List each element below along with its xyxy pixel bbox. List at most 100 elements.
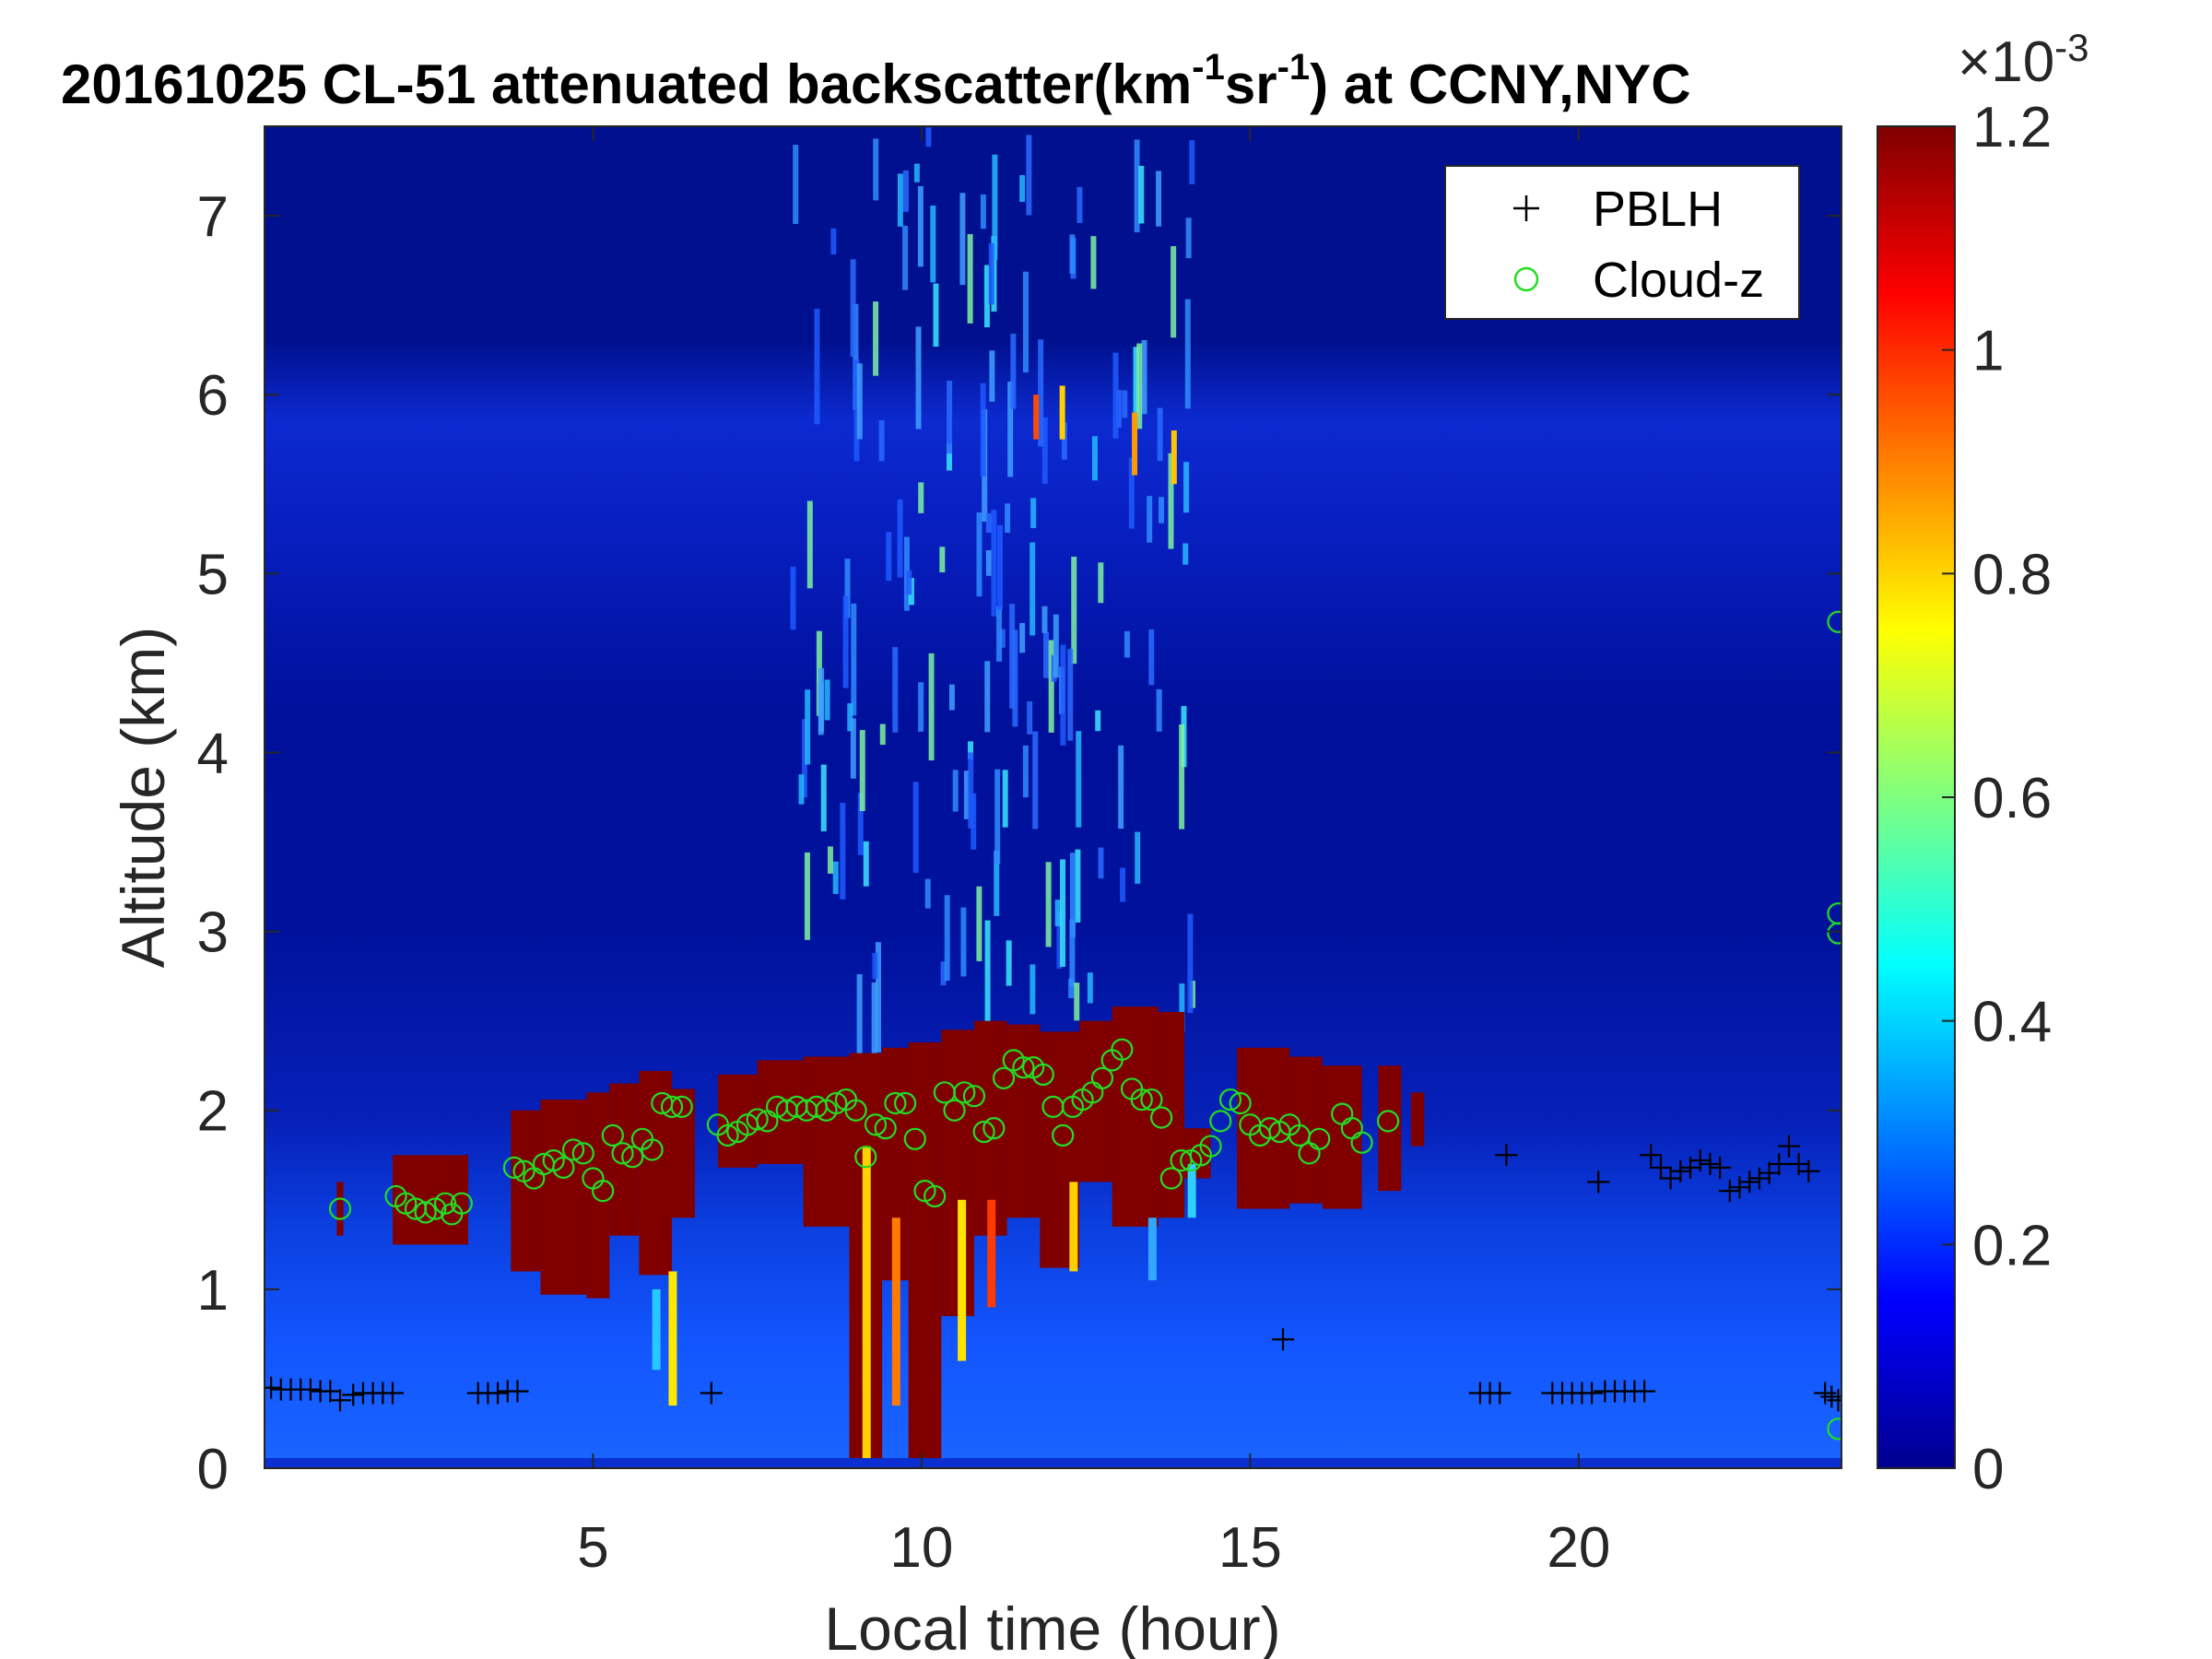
pblh-marker (299, 1378, 322, 1401)
cirrus-streak (832, 861, 839, 894)
cirrus-streak (1010, 333, 1017, 409)
pblh-marker (700, 1382, 723, 1405)
cirrus-streak (1189, 140, 1195, 184)
cirrus-streak (989, 350, 995, 402)
colorbar-tick-label: 0.4 (1972, 991, 2052, 1054)
cirrus-streak (790, 566, 796, 630)
cloud-z-marker (1350, 1131, 1373, 1154)
cirrus-streak (976, 886, 982, 961)
cloud-block (540, 1100, 587, 1295)
cloud-z-marker (1199, 1135, 1222, 1158)
cirrus-streak (913, 163, 920, 182)
colorbar-tick-label: 0.6 (1972, 767, 2052, 830)
cirrus-streak (1026, 135, 1032, 216)
cirrus-streak (1071, 557, 1077, 665)
cirrus-streak (847, 703, 853, 732)
cloud-fringe (891, 1218, 900, 1406)
pblh-marker (1488, 1382, 1512, 1405)
cirrus-streak (1156, 171, 1162, 227)
cirrus-streak (804, 852, 810, 940)
cirrus-streak (980, 194, 986, 229)
cloud-z-marker (1218, 1088, 1242, 1112)
cirrus-streak (793, 145, 799, 224)
cirrus-streak (1041, 417, 1048, 484)
cloud-fringe (862, 1146, 871, 1468)
cirrus-streak (1074, 982, 1080, 1021)
cloud-fringe (652, 1288, 661, 1371)
cirrus-streak (1090, 236, 1097, 289)
cirrus-streak (844, 559, 851, 618)
cirrus-streak (1048, 640, 1054, 733)
cloud-fringe (1187, 1163, 1196, 1218)
pblh-marker (319, 1380, 342, 1403)
cirrus-streak (1060, 859, 1066, 967)
cirrus-streak (918, 682, 924, 732)
pblh-marker (487, 1382, 510, 1405)
cirrus-streak-strong (1033, 394, 1040, 440)
cirrus-streak (814, 309, 820, 425)
cloud-z-marker (621, 1146, 644, 1169)
cirrus-streak (952, 770, 959, 812)
cirrus-streak (1179, 983, 1185, 1033)
colorbar-multiplier: ×10-3 (1958, 26, 2089, 94)
cloud-z-marker (414, 1201, 437, 1224)
cirrus-streak (933, 283, 939, 347)
cloud-block (586, 1092, 610, 1299)
cirrus-streak (917, 185, 924, 267)
cloud-z-marker (1012, 1056, 1035, 1079)
legend-label-pblh: PBLH (1593, 182, 1723, 237)
cloud-block (1289, 1056, 1323, 1204)
plot-area (265, 126, 1841, 1468)
cirrus-streak (827, 846, 833, 874)
cirrus-streak (924, 878, 931, 909)
cirrus-streak (1045, 862, 1052, 947)
axis-ticks: 5 10 15 20 0 1 2 3 4 5 6 7 (197, 126, 1841, 1580)
cirrus-streak (1118, 745, 1124, 830)
cirrus-streak (912, 782, 919, 874)
cirrus-streak (1122, 390, 1128, 418)
pblh-marker (1738, 1171, 1761, 1194)
cirrus-streak (1069, 919, 1076, 987)
cirrus-streak (801, 719, 807, 798)
colorbar-tick-label: 1 (1972, 320, 2004, 383)
plot-frame (264, 125, 1842, 1469)
cirrus-streak (873, 138, 879, 201)
legend: PBLH Cloud-z (1444, 165, 1800, 320)
cloud-z-marker (1031, 1063, 1054, 1087)
cloud-z-marker (571, 1142, 594, 1165)
cloud-z-marker (592, 1179, 615, 1203)
cirrus-streak (875, 942, 881, 1053)
cloud-fringe (987, 1199, 996, 1308)
cirrus-streak (830, 228, 837, 255)
pblh-marker (1587, 1171, 1610, 1194)
cirrus-streak (999, 629, 1006, 648)
cirrus-streak (1115, 390, 1122, 428)
cloud-z-marker (746, 1108, 769, 1131)
cloud-block (973, 1020, 1007, 1236)
cloud-block (336, 1182, 344, 1236)
cirrus-streak (944, 895, 950, 982)
cirrus-streak (856, 973, 863, 1066)
cloud-z-marker (1209, 1110, 1232, 1133)
cloud-z-marker (943, 1099, 966, 1122)
cloud-block (908, 1041, 942, 1468)
cirrus-streak (985, 549, 992, 576)
cirrus-streak (918, 482, 924, 513)
cirrus-streak (856, 363, 863, 440)
cirrus-streak (1022, 271, 1029, 373)
cloud-z-marker (972, 1120, 995, 1144)
cloud-z-marker (670, 1095, 693, 1118)
cirrus-streak (1005, 503, 1011, 534)
cirrus-streak (1091, 436, 1098, 481)
cirrus-streak (863, 841, 869, 887)
pblh-marker (1669, 1159, 1692, 1182)
cirrus-streak (1032, 731, 1039, 830)
pblh-marker (1747, 1167, 1771, 1190)
cloud-block (511, 1110, 541, 1272)
cirrus-streak (984, 920, 991, 1034)
cirrus-streak (1030, 498, 1037, 529)
cloud-z-marker (611, 1142, 634, 1165)
pblh-marker (1699, 1152, 1722, 1175)
cirrus-streak (1027, 700, 1033, 735)
legend-box (1444, 165, 1800, 320)
